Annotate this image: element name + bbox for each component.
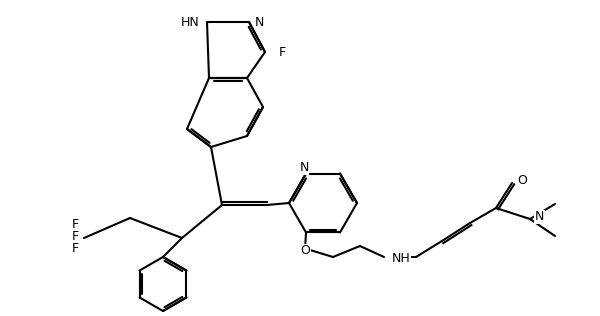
Text: N: N bbox=[299, 161, 308, 174]
Text: N: N bbox=[535, 210, 544, 223]
Text: N: N bbox=[255, 15, 265, 28]
Text: O: O bbox=[300, 245, 310, 258]
Text: F: F bbox=[72, 217, 79, 230]
Text: F: F bbox=[72, 241, 79, 254]
Text: NH: NH bbox=[392, 252, 411, 265]
Text: O: O bbox=[517, 173, 527, 186]
Text: F: F bbox=[72, 229, 79, 242]
Text: F: F bbox=[279, 46, 286, 58]
Text: HN: HN bbox=[180, 15, 199, 28]
